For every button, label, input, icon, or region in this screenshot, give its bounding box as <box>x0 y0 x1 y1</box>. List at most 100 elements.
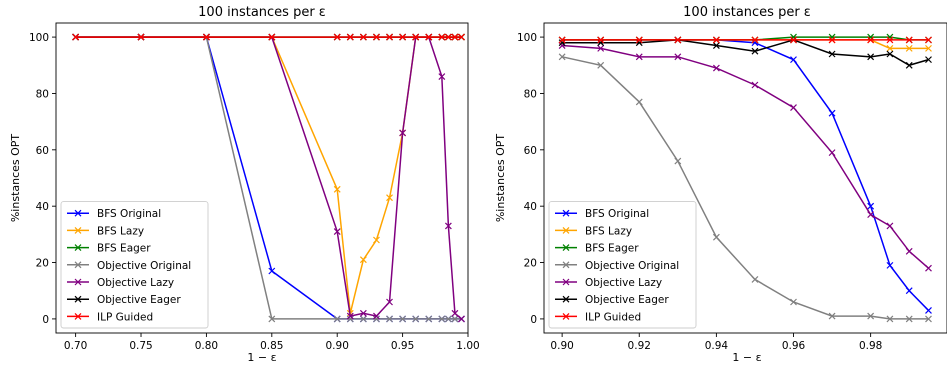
data-point <box>412 315 420 323</box>
data-point <box>828 149 836 157</box>
legend-label: Objective Lazy <box>585 277 662 289</box>
series-line-bfs-lazy <box>562 39 929 50</box>
legend-marker <box>562 209 570 217</box>
y-tick-label: 40 <box>524 201 537 213</box>
data-point <box>359 33 367 41</box>
data-point <box>886 222 894 230</box>
data-point <box>905 287 913 295</box>
axes-frame <box>55 22 469 334</box>
data-point <box>412 33 420 41</box>
data-point <box>828 50 836 58</box>
data-point <box>137 33 145 41</box>
x-tick-label: 0.95 <box>391 340 414 352</box>
legend-label: Objective Original <box>97 260 191 272</box>
x-tick-label: 0.70 <box>64 340 87 352</box>
legend-marker <box>74 278 82 286</box>
data-point <box>268 33 276 41</box>
legend-label: BFS Lazy <box>97 225 144 237</box>
data-point <box>751 39 759 47</box>
series-group <box>72 33 465 323</box>
data-point <box>438 73 446 80</box>
legend-label: Objective Lazy <box>97 277 174 289</box>
data-point <box>828 109 836 117</box>
data-point <box>905 61 913 69</box>
chart-left: 100 instances per ε 1 − ε %instances OPT… <box>9 5 480 364</box>
series-line-objective-lazy <box>562 44 929 269</box>
data-point <box>674 53 682 61</box>
data-point <box>790 36 797 44</box>
data-point <box>333 315 341 323</box>
data-point <box>425 315 433 323</box>
data-point <box>925 307 932 314</box>
data-point <box>712 64 720 72</box>
data-point <box>790 56 797 64</box>
data-point <box>886 33 894 41</box>
legend-label: BFS Eager <box>585 243 639 255</box>
data-point <box>451 315 459 323</box>
data-point <box>346 315 354 323</box>
data-point <box>867 53 875 61</box>
data-point <box>558 42 566 49</box>
data-point <box>346 312 354 320</box>
legend-marker <box>74 295 82 303</box>
legend: BFS Original BFS Lazy BFS Eager Objective O… <box>548 201 697 329</box>
legend-marker <box>74 209 82 217</box>
legend-marker <box>74 226 82 234</box>
data-point <box>674 36 682 44</box>
data-point <box>386 315 393 323</box>
data-point <box>905 315 913 323</box>
data-point <box>828 312 836 320</box>
data-point <box>712 36 720 44</box>
data-point <box>333 33 341 41</box>
x-axis-label: 1 − ε <box>732 351 761 364</box>
data-point <box>438 33 446 41</box>
y-tick-label: 40 <box>36 201 49 213</box>
x-tick-label: 0.80 <box>195 340 218 352</box>
y-tick-label: 20 <box>524 258 537 270</box>
data-point <box>905 247 913 255</box>
legend-label: ILP Guided <box>585 311 641 323</box>
data-point <box>751 47 759 55</box>
legend-label: BFS Original <box>585 208 649 220</box>
data-point <box>867 202 875 210</box>
data-point <box>886 261 894 269</box>
plot-area: 0.70 0.75 0.80 0.85 0.90 0.95 1.00 0 20 40 60 80 100… <box>29 22 480 352</box>
legend-box <box>548 201 697 329</box>
data-point <box>712 42 720 49</box>
y-tick-label: 80 <box>524 88 537 100</box>
data-point <box>751 81 759 89</box>
data-point <box>386 194 393 202</box>
data-point <box>359 309 367 317</box>
legend-marker <box>562 278 570 286</box>
legend-box <box>60 201 209 329</box>
data-point <box>451 309 459 317</box>
data-point <box>359 256 367 264</box>
data-point <box>712 233 720 241</box>
data-point <box>333 228 341 235</box>
legend-marker <box>74 244 82 252</box>
plot-area: 0.90 0.92 0.94 0.96 0.98 0 20 40 60 80 100 BFS Orig… <box>517 22 947 352</box>
data-point <box>635 39 643 47</box>
legend: BFS Original BFS Lazy BFS Eager Objective O… <box>60 201 209 329</box>
data-point <box>925 264 932 272</box>
legend-marker <box>562 295 570 303</box>
data-point <box>399 33 407 41</box>
y-tick-label: 80 <box>36 88 49 100</box>
x-tick-label: 0.75 <box>129 340 152 352</box>
legend-marker <box>562 312 570 320</box>
legend-label: ILP Guided <box>97 311 153 323</box>
data-point <box>635 36 643 44</box>
series-line-objective-eager <box>562 39 929 67</box>
data-point <box>425 33 433 41</box>
x-tick-label: 0.92 <box>628 340 651 352</box>
x-tick-label: 1.00 <box>456 340 479 352</box>
data-point <box>202 33 210 41</box>
data-point <box>399 315 407 323</box>
data-point <box>438 315 446 323</box>
y-tick-label: 60 <box>524 145 537 157</box>
data-point <box>635 53 643 61</box>
data-point <box>886 36 894 44</box>
data-point <box>867 211 875 219</box>
data-point <box>867 33 875 41</box>
data-point <box>925 36 932 44</box>
